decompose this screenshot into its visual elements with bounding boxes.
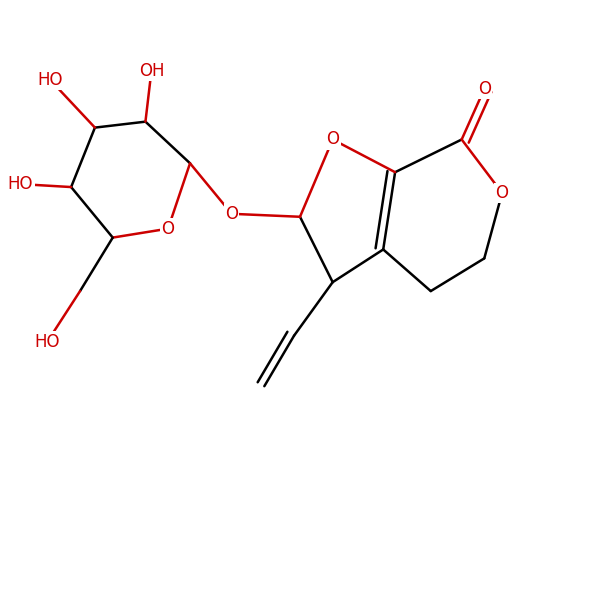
Text: O: O — [326, 130, 339, 148]
Text: HO: HO — [35, 332, 60, 350]
Text: O: O — [478, 80, 491, 98]
Text: O: O — [225, 205, 238, 223]
Text: O: O — [496, 184, 509, 202]
Text: O: O — [161, 220, 175, 238]
Text: OH: OH — [139, 62, 164, 80]
Text: HO: HO — [8, 175, 34, 193]
Text: HO: HO — [38, 71, 63, 89]
